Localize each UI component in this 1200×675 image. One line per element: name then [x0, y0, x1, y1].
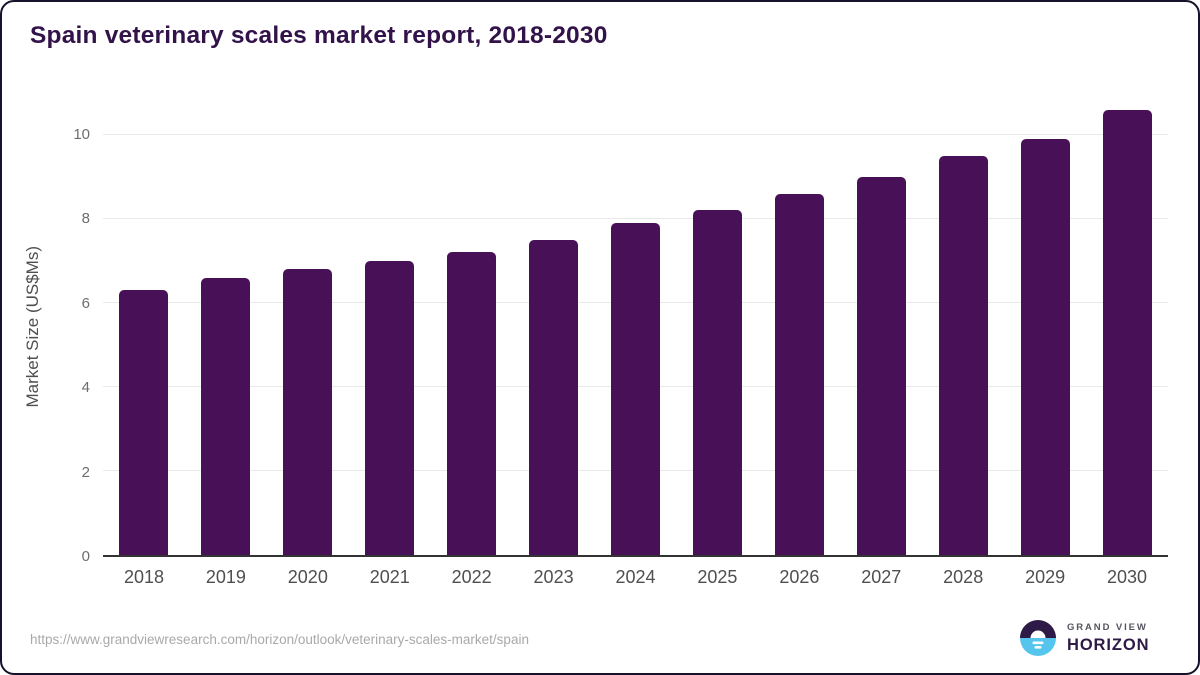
- x-tick-label: 2022: [451, 567, 492, 587]
- bar-2020: [283, 269, 333, 555]
- source-url: https://www.grandviewresearch.com/horizo…: [30, 632, 529, 647]
- bar-slot: [103, 97, 185, 555]
- bar-2026: [774, 193, 824, 555]
- y-tick-label: 10: [73, 125, 90, 143]
- bar-slot: [758, 97, 840, 555]
- bar-slot: [513, 97, 595, 555]
- x-tick-label: 2020: [287, 567, 328, 587]
- x-tick-label: 2023: [533, 567, 574, 587]
- plot-area: [103, 97, 1168, 557]
- logo-text: GRAND VIEW HORIZON: [1067, 622, 1149, 655]
- bar-slot: [349, 97, 431, 555]
- bar-2025: [692, 210, 742, 555]
- x-tick-label: 2018: [123, 567, 164, 587]
- x-tick-label: 2025: [697, 567, 738, 587]
- x-axis-labels: 2018 2019 2020 2021 2022 2023 2024 2025 2026 2027…: [103, 567, 1168, 588]
- bar-slot: [1086, 97, 1168, 555]
- y-tick-label: 4: [81, 379, 90, 397]
- y-tick-label: 0: [81, 548, 90, 565]
- bar-2022: [447, 252, 497, 555]
- x-tick-label: 2019: [205, 567, 246, 587]
- x-tick-label: 2021: [369, 567, 410, 587]
- bar-2029: [1020, 139, 1070, 555]
- logo-brand-line: GRAND VIEW: [1067, 621, 1148, 633]
- x-tick-label: 2028: [943, 567, 984, 587]
- y-gridline: [103, 217, 1168, 219]
- grandview-horizon-logo: GRAND VIEW HORIZON: [1020, 620, 1149, 656]
- bar-2027: [856, 176, 906, 555]
- bar-slot: [431, 97, 513, 555]
- y-tick-label: 6: [81, 294, 90, 312]
- bar-slot: [676, 97, 758, 555]
- bar-slot: [1004, 97, 1086, 555]
- bar-2030: [1102, 109, 1152, 555]
- chart-title: Spain veterinary scales market report, 2…: [30, 22, 608, 49]
- x-tick-label: 2027: [861, 567, 902, 587]
- x-tick-label: 2024: [615, 567, 656, 587]
- bar-slot: [922, 97, 1004, 555]
- bar-2024: [610, 223, 660, 555]
- bar-2021: [365, 260, 415, 555]
- bar-slot: [840, 97, 922, 555]
- bar-2023: [529, 239, 579, 555]
- bar-slot: [185, 97, 267, 555]
- y-axis-labels: 0 2 4 6 8 10: [2, 97, 90, 565]
- bar-2028: [938, 155, 988, 555]
- bars: [103, 97, 1168, 555]
- bar-2018: [119, 290, 169, 555]
- logo-name-line: HORIZON: [1067, 635, 1150, 654]
- x-tick-label: 2030: [1107, 567, 1148, 587]
- y-tick-label: 2: [81, 463, 90, 481]
- x-tick-label: 2026: [779, 567, 820, 587]
- y-gridline: [103, 133, 1168, 135]
- bar-slot: [595, 97, 677, 555]
- horizon-sunrise-icon: [1020, 620, 1056, 656]
- x-tick-label: 2029: [1025, 567, 1066, 587]
- bar-slot: [267, 97, 349, 555]
- y-tick-label: 8: [81, 210, 90, 228]
- bar-2019: [201, 277, 251, 555]
